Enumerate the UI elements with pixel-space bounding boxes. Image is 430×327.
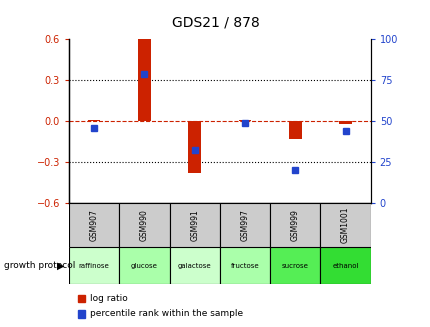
Bar xyxy=(270,203,319,247)
Text: GSM907: GSM907 xyxy=(89,209,98,241)
Text: percentile rank within the sample: percentile rank within the sample xyxy=(89,309,242,318)
Bar xyxy=(69,203,119,247)
Text: GDS21 / 878: GDS21 / 878 xyxy=(171,16,259,30)
Bar xyxy=(219,247,270,284)
Text: fructose: fructose xyxy=(230,263,259,269)
Text: growth protocol: growth protocol xyxy=(4,261,76,270)
Bar xyxy=(270,247,319,284)
Text: GSM997: GSM997 xyxy=(240,209,249,241)
Text: glucose: glucose xyxy=(131,263,157,269)
Bar xyxy=(169,247,219,284)
Bar xyxy=(119,247,169,284)
Text: GSM991: GSM991 xyxy=(190,209,199,241)
Text: GSM1001: GSM1001 xyxy=(340,207,349,243)
Text: galactose: galactose xyxy=(178,263,211,269)
Bar xyxy=(238,120,251,121)
Bar xyxy=(69,247,119,284)
Bar xyxy=(288,121,301,139)
Bar xyxy=(188,121,200,173)
Text: raffinose: raffinose xyxy=(79,263,109,269)
Bar xyxy=(119,203,169,247)
Text: log ratio: log ratio xyxy=(89,294,127,303)
Text: GSM999: GSM999 xyxy=(290,209,299,241)
Text: ethanol: ethanol xyxy=(332,263,358,269)
Bar xyxy=(338,121,351,124)
Bar xyxy=(77,310,85,318)
Bar xyxy=(138,39,150,121)
Bar xyxy=(169,203,219,247)
Bar xyxy=(88,120,100,121)
Text: GSM990: GSM990 xyxy=(140,209,148,241)
Text: ▶: ▶ xyxy=(57,261,64,271)
Bar xyxy=(319,203,370,247)
Bar xyxy=(77,295,85,302)
Text: sucrose: sucrose xyxy=(281,263,308,269)
Bar xyxy=(319,247,370,284)
Bar xyxy=(219,203,270,247)
